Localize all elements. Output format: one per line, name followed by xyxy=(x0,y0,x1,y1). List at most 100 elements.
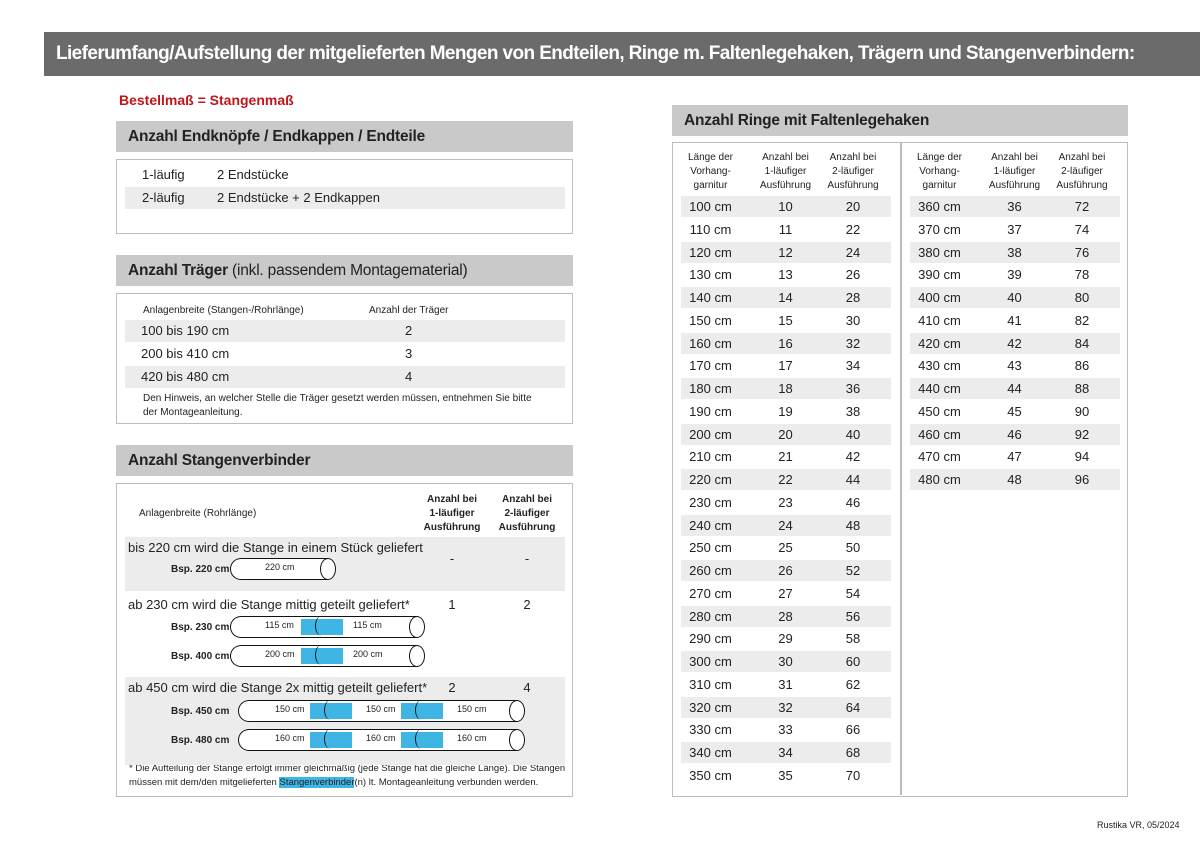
pipe: 220 cm xyxy=(230,557,336,580)
pipe-end xyxy=(509,699,525,722)
ring-cell: 390 cm xyxy=(918,267,961,283)
ring-cell: 240 cm xyxy=(689,517,732,533)
ring-cell: 310 cm xyxy=(689,676,732,692)
ring-row: 460 cm 46 92 xyxy=(910,423,1120,445)
heading-normal: (inkl. passendem Montagematerial) xyxy=(232,262,468,279)
ring-cell: 290 cm xyxy=(689,631,732,647)
ring-cell: 24 xyxy=(845,244,861,260)
ring-cell: 37 xyxy=(1007,221,1022,237)
ring-row: 360 cm 36 72 xyxy=(910,196,1120,217)
count-2-laeufig: - xyxy=(524,551,530,566)
connector xyxy=(401,729,443,749)
ring-row: 400 cm 40 80 xyxy=(910,287,1120,308)
ring-cell: 38 xyxy=(845,403,861,419)
ring-cell: 80 xyxy=(1074,290,1090,305)
hd-line: Ausführung xyxy=(498,522,556,533)
connector xyxy=(401,700,443,720)
ring-cell: 450 cm xyxy=(918,403,961,419)
hd-line: Anzahl bei xyxy=(829,152,877,163)
ring-cell: 18 xyxy=(778,381,793,396)
hd-line: Anzahl bei xyxy=(501,494,552,505)
ring-cell: 200 cm xyxy=(689,426,732,442)
pipe-end xyxy=(320,557,336,580)
ring-cell: 74 xyxy=(1074,221,1090,237)
ring-row: 380 cm 38 76 xyxy=(910,241,1120,263)
ring-row: 120 cm 12 24 xyxy=(681,241,891,263)
ring-row: 190 cm 19 38 xyxy=(681,401,891,422)
ring-row: 430 cm 43 86 xyxy=(910,355,1120,376)
ring-row: 160 cm 16 32 xyxy=(681,332,891,354)
ring-row: 100 cm 10 20 xyxy=(681,196,891,217)
traeger-row: 200 bis 410 cm 3 xyxy=(125,343,565,365)
col-header: Länge der Vorhang-garnitur xyxy=(673,151,748,193)
endteile-row: 2-läufig 2 Endstücke + 2 Endkappen xyxy=(125,187,565,209)
ring-row: 170 cm 17 34 xyxy=(681,355,891,376)
footnote-line: müssen mit dem/den mitgelieferten Stange… xyxy=(129,776,569,790)
ring-cell: 410 cm xyxy=(918,312,961,328)
ring-cell: 140 cm xyxy=(689,290,732,305)
ring-cell: 32 xyxy=(845,335,861,351)
ring-cell: 220 cm xyxy=(689,472,732,487)
hd-line: 2-läufiger xyxy=(504,508,550,519)
traeger-row: 100 bis 190 cm 2 xyxy=(125,320,565,342)
hd-line: Anzahl bei xyxy=(426,494,477,505)
ring-cell: 29 xyxy=(778,631,793,647)
ring-row: 240 cm 24 48 xyxy=(681,514,891,536)
ring-cell: 35 xyxy=(778,767,793,783)
connector-seam xyxy=(415,700,428,720)
ring-cell: 170 cm xyxy=(689,358,732,374)
ring-cell: 27 xyxy=(778,585,793,601)
ring-cell: 94 xyxy=(1074,449,1090,465)
ring-cell: 250 cm xyxy=(689,540,732,556)
ring-cell: 76 xyxy=(1074,244,1090,260)
ring-cell: 33 xyxy=(778,722,793,738)
ring-cell: 22 xyxy=(845,221,861,237)
example-label: Bsp. 400 cm xyxy=(171,651,230,662)
ring-cell: 41 xyxy=(1007,312,1022,328)
count: 2 xyxy=(405,323,413,338)
ring-cell: 270 cm xyxy=(689,585,732,601)
ring-cell: 30 xyxy=(845,312,861,328)
ring-cell: 21 xyxy=(778,449,793,465)
order-note: Bestellmaß = Stangenmaß xyxy=(119,92,294,108)
col-header: Anzahl bei 1-läufiger Ausführung xyxy=(412,493,492,535)
ring-cell: 360 cm xyxy=(918,199,961,214)
pipe: 160 cm 160 cm 160 cm xyxy=(238,728,525,751)
value: 2 Endstücke xyxy=(217,167,289,182)
verbinder-box: Anlagenbreite (Rohrlänge) Anzahl bei 1-lä… xyxy=(116,483,573,797)
ring-cell: 340 cm xyxy=(689,745,732,760)
ring-cell: 26 xyxy=(845,267,861,283)
pipe-segment-label: 115 cm xyxy=(265,620,294,630)
ring-cell: 54 xyxy=(845,585,861,601)
ring-cell: 78 xyxy=(1074,267,1090,283)
example-label: Bsp. 480 cm xyxy=(171,735,230,746)
connector xyxy=(310,700,352,720)
ring-cell: 10 xyxy=(778,199,793,214)
ring-cell: 92 xyxy=(1074,426,1090,442)
footnote-highlight: Stangenverbinder xyxy=(279,777,355,788)
hd-line: Ausführung xyxy=(1056,180,1108,191)
hd-line: Anzahl bei xyxy=(991,152,1038,163)
pipe-segment-label: 160 cm xyxy=(275,733,305,743)
hd-line: garnitur xyxy=(922,180,957,191)
pipe: 200 cm 200 cm xyxy=(230,644,425,667)
ring-cell: 180 cm xyxy=(689,381,732,396)
ring-row: 250 cm 25 50 xyxy=(681,537,891,558)
ring-cell: 330 cm xyxy=(689,722,732,738)
hd-line: Vorhang- xyxy=(690,166,731,177)
example-label: Bsp. 220 cm xyxy=(171,564,230,575)
ring-cell: 470 cm xyxy=(918,449,961,465)
ring-row: 410 cm 41 82 xyxy=(910,310,1120,331)
ring-cell: 400 cm xyxy=(918,290,961,305)
ring-cell: 14 xyxy=(778,290,793,305)
ring-cell: 20 xyxy=(778,426,793,442)
hd-line: 2-läufiger xyxy=(1061,166,1103,177)
count-1-laeufig: 1 xyxy=(448,597,456,612)
range: 100 bis 190 cm xyxy=(141,323,230,338)
ring-cell: 70 xyxy=(845,767,861,783)
ring-cell: 23 xyxy=(778,494,793,510)
hd-line: 1-läufiger xyxy=(429,508,475,519)
pipe-segment-label: 200 cm xyxy=(265,649,295,659)
note: Den Hinweis, an welcher Stelle die Träge… xyxy=(143,393,532,404)
hd-line: Ausführung xyxy=(827,180,879,191)
